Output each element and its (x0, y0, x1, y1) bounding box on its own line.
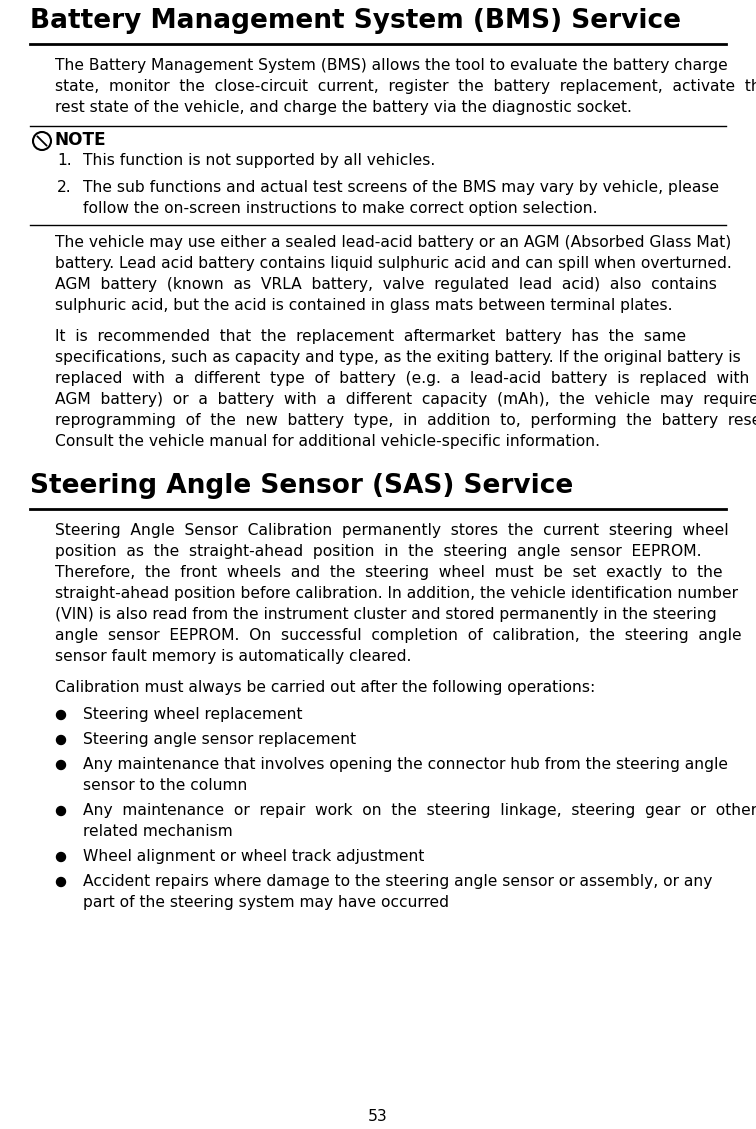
Text: Steering angle sensor replacement: Steering angle sensor replacement (83, 732, 356, 747)
Text: related mechanism: related mechanism (83, 824, 233, 839)
Text: Steering wheel replacement: Steering wheel replacement (83, 707, 302, 723)
Text: 53: 53 (368, 1109, 388, 1124)
Text: Steering Angle Sensor (SAS) Service: Steering Angle Sensor (SAS) Service (30, 473, 573, 499)
Text: The Battery Management System (BMS) allows the tool to evaluate the battery char: The Battery Management System (BMS) allo… (55, 58, 728, 73)
Text: replaced  with  a  different  type  of  battery  (e.g.  a  lead-acid  battery  i: replaced with a different type of batter… (55, 371, 756, 386)
Circle shape (57, 710, 66, 719)
Circle shape (57, 852, 66, 861)
Text: The vehicle may use either a sealed lead-acid battery or an AGM (Absorbed Glass : The vehicle may use either a sealed lead… (55, 235, 731, 250)
Text: 2.: 2. (57, 180, 72, 195)
Text: specifications, such as capacity and type, as the exiting battery. If the origin: specifications, such as capacity and typ… (55, 350, 741, 365)
Text: part of the steering system may have occurred: part of the steering system may have occ… (83, 895, 449, 910)
Text: battery. Lead acid battery contains liquid sulphuric acid and can spill when ove: battery. Lead acid battery contains liqu… (55, 256, 732, 271)
Text: The sub functions and actual test screens of the BMS may vary by vehicle, please: The sub functions and actual test screen… (83, 180, 719, 195)
Text: It  is  recommended  that  the  replacement  aftermarket  battery  has  the  sam: It is recommended that the replacement a… (55, 329, 686, 344)
Text: Therefore,  the  front  wheels  and  the  steering  wheel  must  be  set  exactl: Therefore, the front wheels and the stee… (55, 564, 723, 580)
Text: Any  maintenance  or  repair  work  on  the  steering  linkage,  steering  gear : Any maintenance or repair work on the st… (83, 803, 756, 819)
Text: This function is not supported by all vehicles.: This function is not supported by all ve… (83, 154, 435, 168)
Text: sensor fault memory is automatically cleared.: sensor fault memory is automatically cle… (55, 649, 411, 664)
Text: sensor to the column: sensor to the column (83, 778, 247, 793)
Text: rest state of the vehicle, and charge the battery via the diagnostic socket.: rest state of the vehicle, and charge th… (55, 100, 632, 115)
Text: sulphuric acid, but the acid is contained in glass mats between terminal plates.: sulphuric acid, but the acid is containe… (55, 298, 673, 313)
Text: Calibration must always be carried out after the following operations:: Calibration must always be carried out a… (55, 680, 595, 695)
Text: Battery Management System (BMS) Service: Battery Management System (BMS) Service (30, 8, 681, 34)
Text: Wheel alignment or wheel track adjustment: Wheel alignment or wheel track adjustmen… (83, 849, 424, 864)
Text: state,  monitor  the  close-circuit  current,  register  the  battery  replaceme: state, monitor the close-circuit current… (55, 79, 756, 94)
Text: angle  sensor  EEPROM.  On  successful  completion  of  calibration,  the  steer: angle sensor EEPROM. On successful compl… (55, 628, 742, 644)
Text: AGM  battery)  or  a  battery  with  a  different  capacity  (mAh),  the  vehicl: AGM battery) or a battery with a differe… (55, 392, 756, 406)
Text: follow the on-screen instructions to make correct option selection.: follow the on-screen instructions to mak… (83, 201, 597, 216)
Text: position  as  the  straight-ahead  position  in  the  steering  angle  sensor  E: position as the straight-ahead position … (55, 544, 702, 559)
Text: Accident repairs where damage to the steering angle sensor or assembly, or any: Accident repairs where damage to the ste… (83, 874, 712, 889)
Text: Any maintenance that involves opening the connector hub from the steering angle: Any maintenance that involves opening th… (83, 758, 728, 772)
Circle shape (57, 761, 66, 770)
Circle shape (57, 806, 66, 815)
Text: AGM  battery  (known  as  VRLA  battery,  valve  regulated  lead  acid)  also  c: AGM battery (known as VRLA battery, valv… (55, 277, 717, 292)
Text: straight-ahead position before calibration. In addition, the vehicle identificat: straight-ahead position before calibrati… (55, 586, 738, 601)
Circle shape (57, 735, 66, 744)
Text: reprogramming  of  the  new  battery  type,  in  addition  to,  performing  the : reprogramming of the new battery type, i… (55, 413, 756, 428)
Text: NOTE: NOTE (55, 131, 107, 149)
Text: Consult the vehicle manual for additional vehicle-specific information.: Consult the vehicle manual for additiona… (55, 434, 600, 449)
Text: Steering  Angle  Sensor  Calibration  permanently  stores  the  current  steerin: Steering Angle Sensor Calibration perman… (55, 523, 729, 539)
Circle shape (57, 877, 66, 886)
Text: 1.: 1. (57, 154, 72, 168)
Text: (VIN) is also read from the instrument cluster and stored permanently in the ste: (VIN) is also read from the instrument c… (55, 607, 717, 622)
